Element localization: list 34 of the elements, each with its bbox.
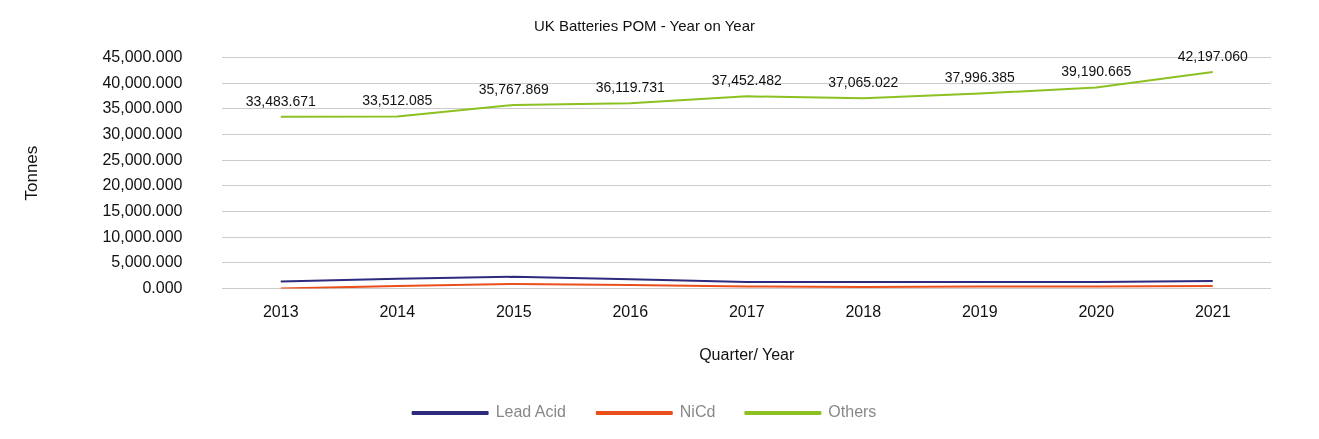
data-label: 33,512.085 — [362, 92, 433, 109]
legend-label: NiCd — [679, 403, 716, 421]
data-label: 35,767.869 — [478, 80, 549, 97]
legend-label: Others — [828, 403, 877, 421]
y-tick-label: 20,000.000 — [102, 176, 183, 194]
x-tick-label: 2020 — [1078, 302, 1115, 320]
y-tick-label: 30,000.000 — [102, 125, 183, 143]
x-tick-label: 2018 — [845, 302, 882, 320]
data-label: 39,190.665 — [1061, 63, 1132, 80]
y-tick-label: 5,000.000 — [111, 253, 183, 271]
y-tick-label: 25,000.000 — [102, 150, 183, 168]
y-tick-label: 35,000.000 — [102, 99, 183, 117]
x-tick-label: 2017 — [728, 302, 765, 320]
y-axis-title: Tonnes — [21, 145, 41, 201]
data-label: 36,119.731 — [595, 79, 665, 96]
x-axis-title: Quarter/ Year — [699, 345, 795, 363]
data-label: 37,996.385 — [944, 69, 1015, 86]
data-label: 33,483.671 — [245, 92, 316, 109]
x-tick-label: 2021 — [1194, 302, 1231, 320]
x-tick-label: 2019 — [961, 302, 998, 320]
legend-label: Lead Acid — [495, 403, 566, 421]
data-label: 42,197.060 — [1177, 47, 1248, 64]
y-tick-label: 0.000 — [142, 279, 183, 297]
x-tick-label: 2016 — [612, 302, 649, 320]
x-tick-label: 2014 — [379, 302, 416, 320]
y-tick-label: 15,000.000 — [102, 202, 183, 220]
x-tick-label: 2015 — [495, 302, 532, 320]
chart-title: UK Batteries POM - Year on Year — [534, 16, 755, 34]
y-tick-label: 40,000.000 — [102, 73, 183, 91]
data-label: 37,065.022 — [828, 74, 899, 91]
y-tick-label: 10,000.000 — [102, 227, 183, 245]
x-tick-label: 2013 — [262, 302, 299, 320]
y-tick-label: 45,000.000 — [102, 48, 183, 66]
data-label: 37,452.482 — [711, 72, 782, 89]
